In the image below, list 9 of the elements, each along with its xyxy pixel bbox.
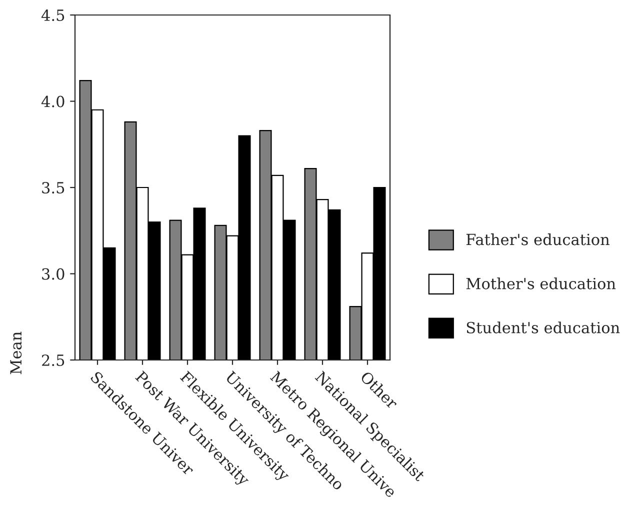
y-tick-label: 4.5 [41,9,64,22]
legend-label: Mother's education [466,277,616,290]
legend-label: Father's education [466,233,610,246]
y-tick-label: 3.0 [42,268,64,280]
y-tick-label: 3.5 [42,182,64,194]
y-tick-label: 4.0 [41,96,64,108]
y-tick-label: 2.5 [42,354,64,366]
y-axis-title: Mean [10,332,22,374]
legend-label: Student's education [466,322,620,334]
